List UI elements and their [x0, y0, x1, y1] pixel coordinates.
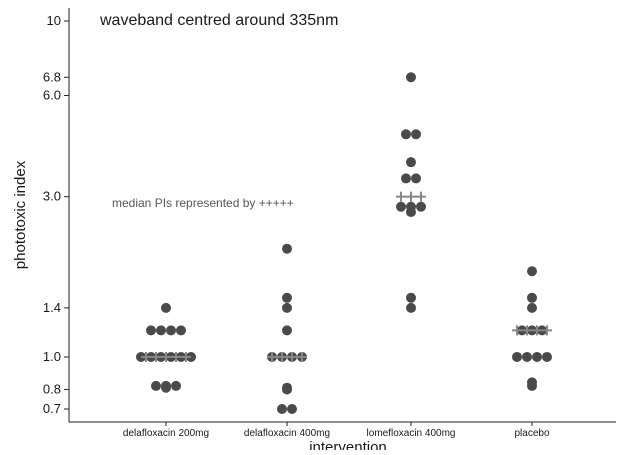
- data-point: [532, 351, 542, 362]
- data-point: [282, 243, 292, 254]
- data-point: [287, 404, 297, 414]
- y-tick-label: 6.8: [43, 69, 61, 84]
- data-point: [176, 325, 186, 336]
- data-point: [527, 302, 537, 313]
- data-point: [282, 302, 292, 313]
- x-tick-label: delafloxacin 400mg: [244, 428, 330, 439]
- data-point: [411, 173, 421, 184]
- data-point: [146, 325, 156, 336]
- median-annotation: median PIs represented by +++++: [112, 196, 294, 210]
- y-axis-title: phototoxic index: [12, 160, 29, 269]
- y-tick-label: 10: [47, 13, 61, 28]
- data-point: [282, 325, 292, 336]
- data-point: [527, 292, 537, 303]
- axes: 0.7 0.8 1.0 1.4 3.0 6.0 6.8 10 delafloxacin 200m…: [43, 8, 616, 439]
- data-point: [406, 207, 416, 218]
- data-point: [406, 72, 416, 83]
- data-point: [406, 302, 416, 313]
- x-axis-title: intervention: [309, 439, 387, 450]
- y-tick-label: 3.0: [43, 189, 61, 204]
- x-tick-label: placebo: [514, 428, 549, 439]
- data-point: [542, 351, 552, 362]
- x-tick-label: lomefloxacin 400mg: [367, 428, 456, 439]
- data-point: [416, 201, 426, 212]
- x-tick-label: delafloxacin 200mg: [123, 428, 209, 439]
- data-point: [282, 292, 292, 303]
- data-point: [401, 129, 411, 140]
- data-point: [161, 302, 171, 313]
- data-point: [151, 380, 161, 391]
- data-point: [161, 382, 171, 393]
- chart-title: waveband centred around 335nm: [99, 12, 338, 29]
- data-point: [527, 266, 537, 277]
- data-point: [527, 380, 537, 391]
- y-tick-label: 6.0: [43, 88, 61, 103]
- data-point: [401, 173, 411, 184]
- data-point: [277, 404, 287, 414]
- data-point: [512, 351, 522, 362]
- data-point: [406, 292, 416, 303]
- data-point: [156, 325, 166, 336]
- data-point: [406, 157, 416, 168]
- y-tick-label: 1.4: [43, 300, 61, 315]
- data-point: [411, 129, 421, 140]
- data-point: [522, 351, 532, 362]
- data-point: [166, 325, 176, 336]
- data-points: [136, 72, 552, 414]
- data-point: [282, 384, 292, 395]
- y-tick-label: 0.8: [43, 382, 61, 397]
- data-point: [171, 380, 181, 391]
- y-tick-label: 0.7: [43, 401, 61, 416]
- data-point: [396, 201, 406, 212]
- median-markers: [141, 191, 552, 362]
- y-tick-label: 1.0: [43, 349, 61, 364]
